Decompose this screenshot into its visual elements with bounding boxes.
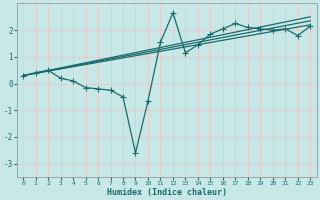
X-axis label: Humidex (Indice chaleur): Humidex (Indice chaleur) xyxy=(107,188,227,197)
